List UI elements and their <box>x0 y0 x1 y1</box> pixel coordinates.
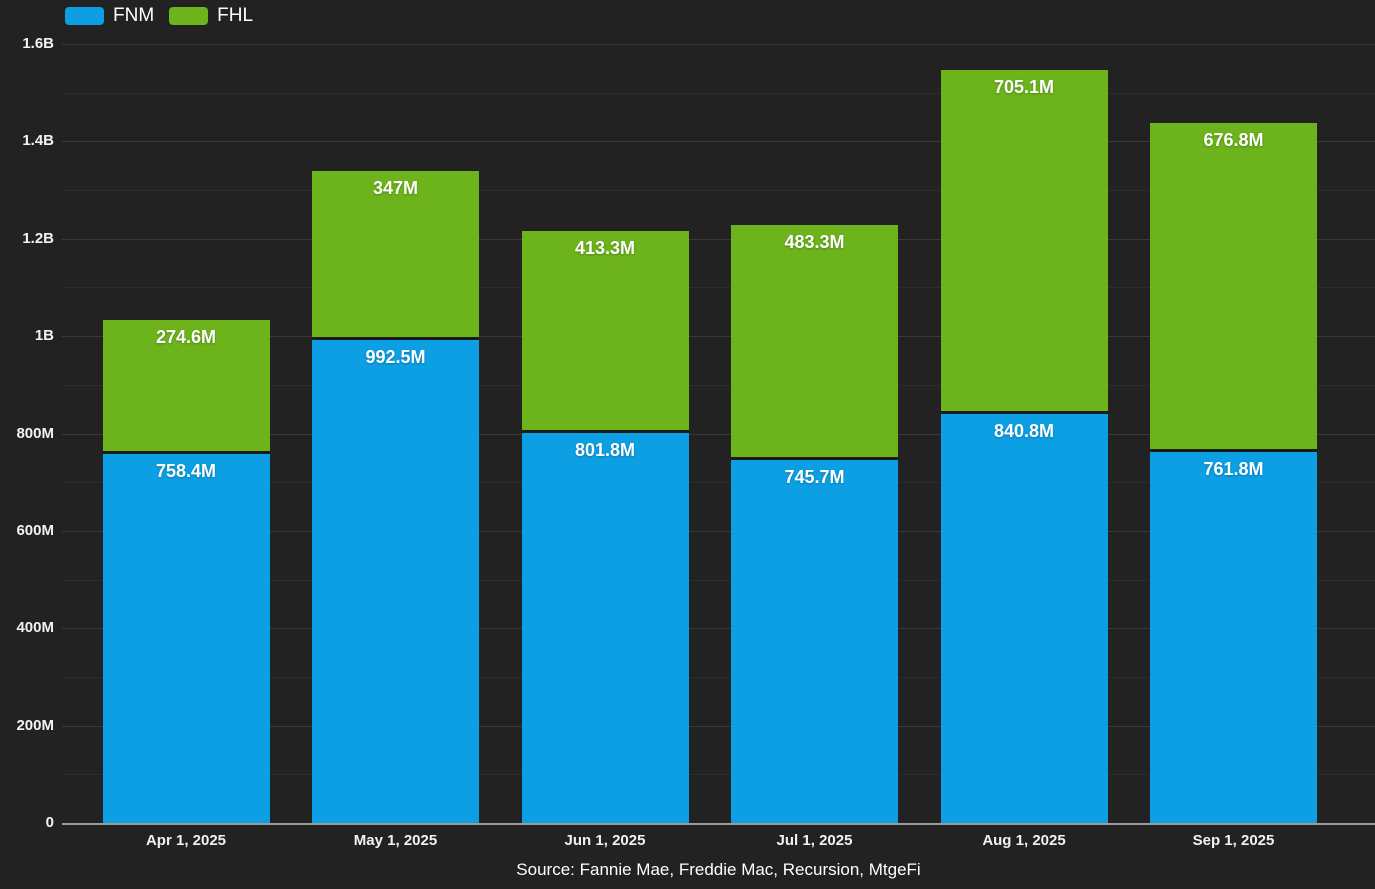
bar-value-label: 761.8M <box>1203 459 1264 480</box>
bar-segment-fhl-5[interactable]: 676.8M <box>1150 122 1317 453</box>
y-tick-label: 1.4B <box>22 132 54 150</box>
x-axis-label: Sep 1, 2025 <box>1192 832 1275 849</box>
gridline <box>62 774 1375 776</box>
y-tick-label: 0 <box>45 814 54 831</box>
gridline <box>62 725 1375 727</box>
fhl-legend-swatch-icon <box>169 7 209 25</box>
legend-item-fnm[interactable]: FNM <box>65 5 154 27</box>
x-axis-label: May 1, 2025 <box>353 832 438 849</box>
bar-value-label: 758.4M <box>155 460 217 481</box>
chart-legend: FNM FHL <box>65 5 253 27</box>
gridline <box>62 384 1375 386</box>
gridline <box>62 482 1375 484</box>
gridline <box>62 141 1375 143</box>
bar-value-label: 676.8M <box>1203 129 1264 150</box>
bar-value-label: 992.5M <box>365 346 426 367</box>
bar-segment-fnm-5[interactable]: 761.8M <box>1150 452 1317 823</box>
bar-value-label: 274.6M <box>155 327 217 348</box>
bar-segment-fnm-4[interactable]: 840.8M <box>940 413 1108 823</box>
bar-value-label: 705.1M <box>993 77 1055 98</box>
gridline <box>62 238 1375 240</box>
legend-item-fhl[interactable]: FHL <box>169 5 253 27</box>
y-tick-label: 800M <box>16 424 54 442</box>
bar-value-label: 413.3M <box>574 238 636 259</box>
gridline <box>62 287 1375 289</box>
gridline <box>62 676 1375 678</box>
x-axis-label: Apr 1, 2025 <box>145 832 227 849</box>
y-tick-label: 1.2B <box>22 229 54 247</box>
x-axis-label: Jul 1, 2025 <box>776 832 853 849</box>
bar-value-label: 347M <box>372 177 419 198</box>
y-tick-label: 400M <box>16 619 54 637</box>
gridline <box>62 579 1375 581</box>
source-note: Source: Fannie Mae, Freddie Mac, Recursi… <box>516 860 921 879</box>
gridline <box>62 433 1375 435</box>
bar-segment-fhl-1[interactable]: 347M <box>312 170 479 340</box>
y-tick-label: 600M <box>16 521 54 539</box>
legend-label-fhl: FHL <box>217 5 254 26</box>
fnm-legend-swatch-icon <box>65 7 104 25</box>
bar-segment-fhl-4[interactable]: 705.1M <box>940 70 1108 414</box>
gridline <box>62 336 1375 338</box>
bar-value-label: 801.8M <box>574 439 636 460</box>
x-axis-label: Aug 1, 2025 <box>982 832 1066 849</box>
y-tick-label: 200M <box>16 716 54 734</box>
gridline <box>62 44 1375 45</box>
bar-value-label: 840.8M <box>993 420 1055 441</box>
gridline <box>62 190 1375 192</box>
gridline <box>62 92 1375 94</box>
bar-value-label: 483.3M <box>784 231 845 252</box>
bar-value-label: 745.7M <box>784 466 845 487</box>
y-tick-label: 1B <box>34 327 54 345</box>
gridline <box>62 530 1375 532</box>
x-axis-label: Jun 1, 2025 <box>564 832 646 849</box>
bar-segment-fnm-1[interactable]: 992.5M <box>312 339 479 823</box>
y-tick-label: 1.6B <box>22 35 54 52</box>
bar-segment-fhl-0[interactable]: 274.6M <box>102 320 270 454</box>
gridline <box>62 628 1375 630</box>
bar-segment-fhl-3[interactable]: 483.3M <box>731 224 898 460</box>
bar-segment-fnm-2[interactable]: 801.8M <box>521 432 689 823</box>
legend-label-fnm: FNM <box>113 5 155 26</box>
bar-segment-fnm-0[interactable]: 758.4M <box>102 453 270 823</box>
bar-segment-fhl-2[interactable]: 413.3M <box>521 231 689 433</box>
x-axis-line <box>62 823 1375 825</box>
bar-segment-fnm-3[interactable]: 745.7M <box>731 459 898 823</box>
